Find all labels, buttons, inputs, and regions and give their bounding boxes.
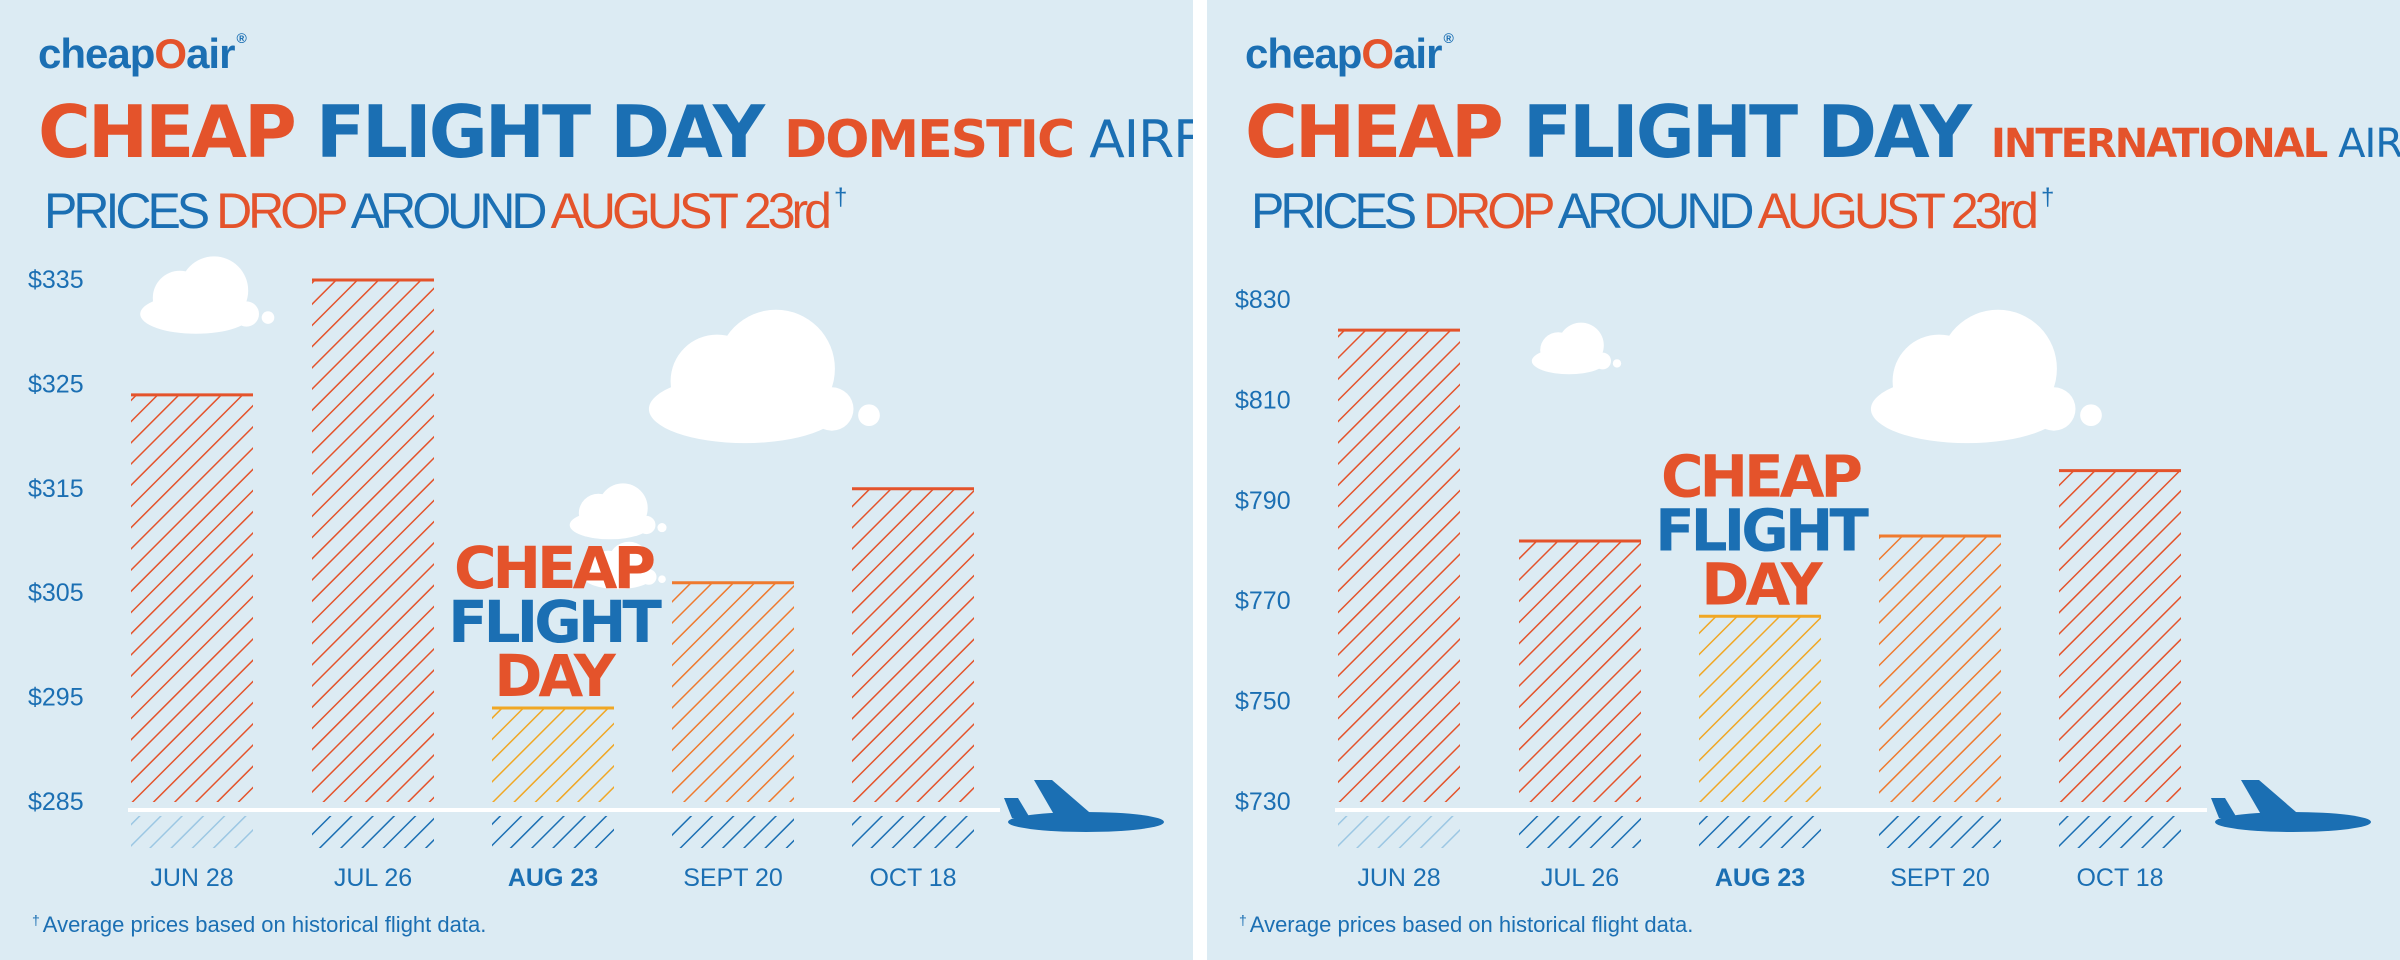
subtitle-around: AROUND <box>350 183 551 239</box>
bar-shadow <box>672 816 794 848</box>
x-tick-label-aug-23: AUG 23 <box>1715 864 1805 892</box>
logo-registered-mark: ® <box>1443 30 1453 46</box>
logo-text-left: cheap <box>38 30 155 77</box>
subtitle-date: AUGUST 23rd <box>1757 183 2039 239</box>
footnote: † Average prices based on historical flig… <box>1239 912 1693 938</box>
y-tick-label: $335 <box>28 266 84 294</box>
international-panel: cheapOair ® CHEAP FLIGHT DAY INTERNATIONA… <box>1207 0 2400 960</box>
cloud-icon <box>583 541 666 590</box>
bar-shadow <box>852 816 974 848</box>
title-part-international: INTERNATIONAL <box>1991 121 2339 167</box>
footnote-text: Average prices based on historical fligh… <box>42 912 487 937</box>
subtitle-around: AROUND <box>1557 183 1758 239</box>
logo-registered-mark: ® <box>236 30 246 46</box>
y-tick-label: $750 <box>1235 688 1291 716</box>
logo-text-right: air <box>1393 30 1442 77</box>
x-tick-label-oct-18: OCT 18 <box>2076 864 2163 892</box>
bar-aug-23 <box>1699 616 1821 802</box>
x-tick-label-jul-26: JUL 26 <box>334 864 412 892</box>
subtitle-drop: DROP <box>1423 183 1558 239</box>
x-tick-label-aug-23: AUG 23 <box>508 864 598 892</box>
badge-word: FLIGHT <box>1655 496 1869 564</box>
bar-jul-26 <box>312 280 434 802</box>
bar-shadow <box>1338 816 1460 848</box>
footnote-dagger: † <box>1239 912 1247 928</box>
cheapoair-logo[interactable]: cheapOair ® <box>38 30 247 78</box>
badge-word: DAY <box>1701 550 1823 618</box>
bar-aug-23 <box>492 708 614 802</box>
badge-word: DAY <box>494 642 616 710</box>
badge-word: CHEAP <box>454 534 655 602</box>
x-tick-label-jun-28: JUN 28 <box>1357 864 1440 892</box>
subtitle-prices: PRICES <box>1251 183 1424 239</box>
y-tick-label: $305 <box>28 579 84 607</box>
bar-shadow <box>2059 816 2181 848</box>
x-tick-label-jun-28: JUN 28 <box>150 864 233 892</box>
chart-title: CHEAP FLIGHT DAY INTERNATIONAL AIRFARE <box>1245 96 2400 168</box>
title-part-cheap: CHEAP <box>38 90 316 174</box>
y-tick-label: $790 <box>1235 487 1291 515</box>
cloud-icon <box>140 256 275 334</box>
cloud-icon <box>1531 322 1622 375</box>
bar-oct-18 <box>852 488 974 802</box>
bar-sept-20 <box>1879 535 2001 802</box>
logo-text-mid: O <box>1361 30 1394 77</box>
footnote-dagger: † <box>32 912 40 928</box>
chart-title: CHEAP FLIGHT DAY DOMESTIC AIRFARE <box>38 96 1193 168</box>
bar-shadow <box>492 816 614 848</box>
cloud-icon <box>648 309 880 444</box>
y-tick-label: $810 <box>1235 386 1291 414</box>
y-tick-label: $730 <box>1235 788 1291 816</box>
x-tick-label-sept-20: SEPT 20 <box>1890 864 1990 892</box>
title-part-cheap: CHEAP <box>1245 90 1523 174</box>
y-tick-label: $295 <box>28 684 84 712</box>
footnote-text: Average prices based on historical fligh… <box>1249 912 1694 937</box>
y-tick-label: $830 <box>1235 286 1291 314</box>
subtitle-date: AUGUST 23rd <box>550 183 832 239</box>
x-tick-label-oct-18: OCT 18 <box>869 864 956 892</box>
international-bar-chart: $830 $810 $790 $770 $750 $730 JUN 28 JUL 26 AUG … <box>1235 286 2371 892</box>
bar-jul-26 <box>1519 540 1641 802</box>
bar-shadow <box>131 816 253 848</box>
cloud-icon <box>1870 309 2102 444</box>
bar-shadow <box>1699 816 1821 848</box>
x-tick-label-jul-26: JUL 26 <box>1541 864 1619 892</box>
y-tick-label: $325 <box>28 370 84 398</box>
chart-subtitle: PRICES DROP AROUND AUGUST 23rd † <box>1251 183 2055 239</box>
y-tick-label: $770 <box>1235 587 1291 615</box>
subtitle-prices: PRICES <box>44 183 217 239</box>
chart-subtitle: PRICES DROP AROUND AUGUST 23rd † <box>44 183 848 239</box>
cloud-icon <box>569 483 667 540</box>
bar-jun-28 <box>1338 330 1460 802</box>
footnote: † Average prices based on historical flig… <box>32 912 486 938</box>
airplane-icon <box>2211 780 2371 832</box>
title-part-domestic: DOMESTIC <box>784 110 1090 170</box>
badge-word: FLIGHT <box>448 588 662 656</box>
title-part-flight-day: FLIGHT DAY <box>1522 90 1992 174</box>
subtitle-drop: DROP <box>216 183 351 239</box>
subtitle-dagger: † <box>2040 184 2055 211</box>
subtitle-dagger: † <box>833 184 848 211</box>
bar-shadow <box>312 816 434 848</box>
domestic-panel: cheapOair ® CHEAP FLIGHT DAY DOMESTIC AIR… <box>0 0 1193 960</box>
bar-shadow <box>1519 816 1641 848</box>
bar-jun-28 <box>131 394 253 802</box>
bar-oct-18 <box>2059 470 2181 802</box>
bar-sept-20 <box>672 582 794 802</box>
y-tick-label: $285 <box>28 788 84 816</box>
airplane-icon <box>1004 780 1164 832</box>
logo-text-mid: O <box>154 30 187 77</box>
domestic-bar-chart: $335 $325 $315 $305 $295 $285 JUN 28 JUL 26 AUG … <box>28 256 1164 892</box>
title-part-flight-day: FLIGHT DAY <box>315 90 785 174</box>
cheapoair-logo[interactable]: cheapOair ® <box>1245 30 1454 78</box>
logo-text-right: air <box>186 30 235 77</box>
logo-text-left: cheap <box>1245 30 1362 77</box>
x-tick-label-sept-20: SEPT 20 <box>683 864 783 892</box>
badge-word: CHEAP <box>1661 442 1862 510</box>
title-part-airfare: AIRFARE <box>2338 121 2400 167</box>
title-part-airfare: AIRFARE <box>1089 110 1193 170</box>
y-tick-label: $315 <box>28 475 84 503</box>
bar-shadow <box>1879 816 2001 848</box>
